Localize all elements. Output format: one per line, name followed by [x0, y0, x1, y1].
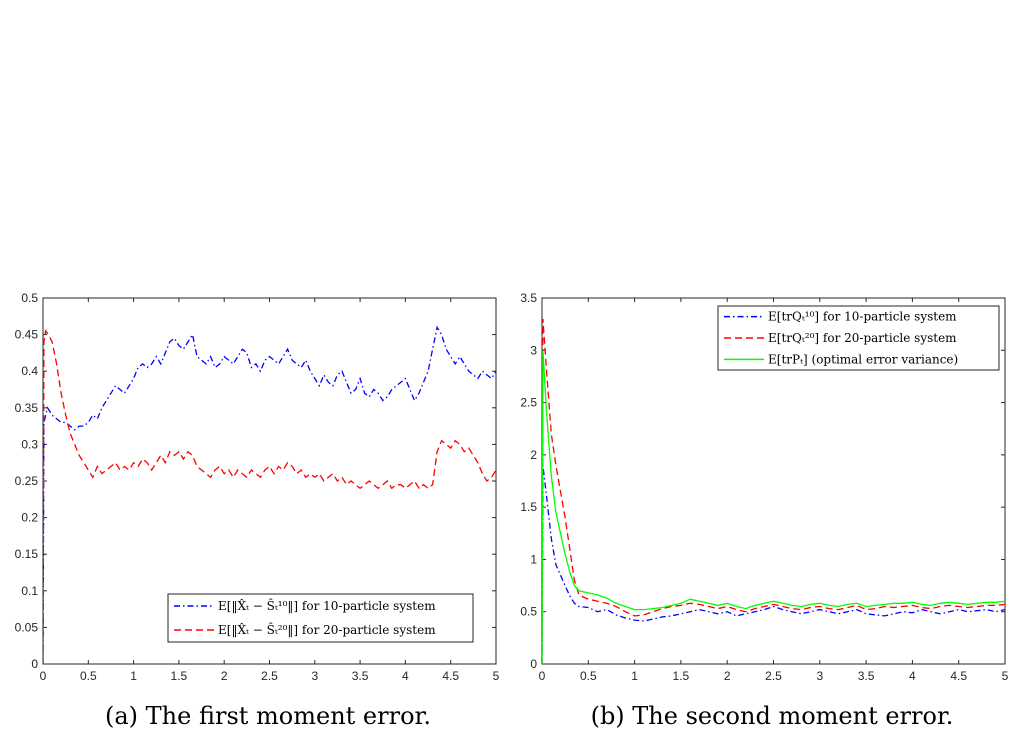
x-tick-label: 0	[539, 669, 546, 683]
legend: E[‖X̂ₜ − Ŝₜ¹⁰‖] for 10-particle system E[…	[167, 593, 474, 643]
caption-second-moment: (b) The second moment error.	[591, 702, 954, 730]
y-tick-label: 0.25	[15, 474, 39, 488]
legend-label-2: E[trQₜ²⁰] for 20-particle system	[768, 331, 957, 345]
legend-box	[717, 305, 1000, 371]
x-tick-label: 4	[909, 669, 916, 683]
y-tick-label: 0.05	[15, 620, 39, 634]
y-tick-label: 0.5	[21, 291, 38, 305]
x-tick-label: 4.5	[950, 669, 967, 683]
legend-label-1: E[trQₜ¹⁰] for 10-particle system	[768, 310, 957, 324]
y-tick-label: 0.1	[21, 584, 38, 598]
legend-box	[167, 593, 474, 643]
x-tick-label: 3	[816, 669, 823, 683]
y-tick-label: 3.5	[520, 291, 537, 305]
y-tick-label: 0.15	[15, 547, 39, 561]
legend-label-2: E[‖X̂ₜ − Ŝₜ²⁰‖] for 20-particle system	[218, 621, 436, 637]
y-tick-label: 1.5	[520, 500, 537, 514]
x-tick-label: 4	[402, 669, 409, 683]
series-line-3	[542, 350, 1005, 664]
x-tick-label: 0.5	[80, 669, 97, 683]
x-tick-label: 5	[1002, 669, 1009, 683]
y-tick-label: 0.4	[21, 364, 38, 378]
x-tick-label: 4.5	[442, 669, 459, 683]
chart-first-moment-error: 0 0.5 1 1.5 2 2.5 3 3.5 4 4.5 5 0 0.05 0.1 0.15 0.2 0.25…	[15, 291, 500, 683]
x-tick-label: 5	[493, 669, 500, 683]
x-tick-label: 2.5	[765, 669, 782, 683]
x-tick-label: 3.5	[858, 669, 875, 683]
legend-label-1: E[‖X̂ₜ − Ŝₜ¹⁰‖] for 10-particle system	[218, 597, 436, 613]
y-tick-label: 2	[530, 448, 537, 462]
x-tick-label: 2	[221, 669, 228, 683]
x-tick-label: 3.5	[352, 669, 369, 683]
legend: E[trQₜ¹⁰] for 10-particle system E[trQₜ²⁰…	[717, 305, 1000, 371]
legend-label-3: E[trPₜ] (optimal error variance)	[768, 352, 958, 366]
y-tick-label: 0.5	[520, 605, 537, 619]
x-tick-label: 1.5	[673, 669, 690, 683]
caption-first-moment: (a) The first moment error.	[105, 702, 431, 730]
x-tick-label: 2.5	[261, 669, 278, 683]
x-tick-label: 1	[130, 669, 137, 683]
x-tick-label: 1	[631, 669, 638, 683]
y-tick-label: 0	[530, 657, 537, 671]
y-tick-label: 0	[31, 657, 38, 671]
series-line-2	[43, 329, 496, 664]
series-line-1	[43, 325, 496, 664]
chart-second-moment-error: 0 0.5 1 1.5 2 2.5 3 3.5 4 4.5 5 0 0.5 1 1.5 2 2.5 3 3.5 E[t…	[520, 291, 1008, 683]
y-tick-label: 0.3	[21, 437, 38, 451]
x-tick-label: 3	[311, 669, 318, 683]
x-tick-label: 0	[40, 669, 47, 683]
y-tick-label: 0.2	[21, 511, 38, 525]
y-tick-label: 1	[530, 552, 537, 566]
x-tick-label: 0.5	[580, 669, 597, 683]
y-tick-label: 0.35	[15, 401, 39, 415]
x-tick-label: 2	[724, 669, 731, 683]
y-tick-label: 0.45	[15, 328, 39, 342]
y-tick-label: 2.5	[520, 396, 537, 410]
y-tick-label: 3	[530, 343, 537, 357]
x-tick-label: 1.5	[171, 669, 188, 683]
